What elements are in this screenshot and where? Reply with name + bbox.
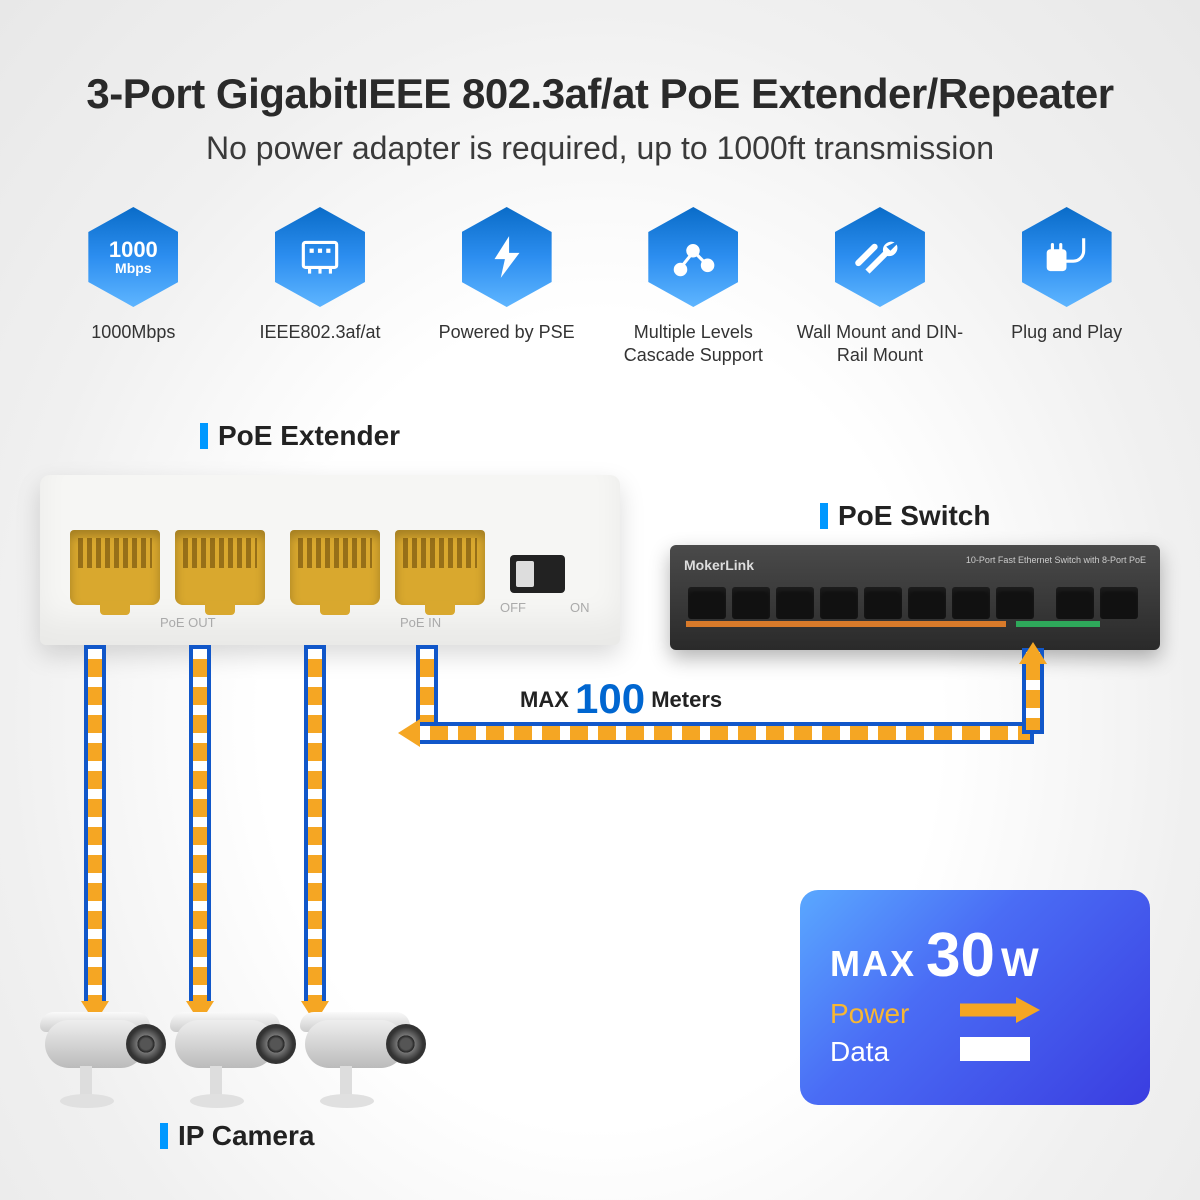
switch-desc: 10-Port Fast Ethernet Switch with 8-Port… bbox=[966, 555, 1146, 566]
poe-switch-device: MokerLink 10-Port Fast Ethernet Switch w… bbox=[670, 545, 1160, 650]
arrow-icon bbox=[398, 719, 420, 747]
switch-ports bbox=[688, 587, 1138, 619]
plug-icon bbox=[1022, 207, 1112, 307]
uplink-strip bbox=[1016, 621, 1100, 627]
rj45-port bbox=[395, 530, 485, 605]
feature-plug: Plug and Play bbox=[982, 207, 1152, 368]
feature-pse: Powered by PSE bbox=[422, 207, 592, 368]
feature-row: 1000Mbps 1000Mbps IEEE802.3af/at Powered… bbox=[0, 167, 1200, 368]
distance-label: MAX 100 Meters bbox=[520, 675, 722, 723]
tools-icon bbox=[835, 207, 925, 307]
cable-segment bbox=[304, 645, 326, 1005]
ethernet-icon bbox=[275, 207, 365, 307]
dip-switch bbox=[510, 555, 565, 593]
data-swatch-icon bbox=[960, 1037, 1030, 1061]
arrow-icon bbox=[1019, 642, 1047, 664]
extender-label: PoE Extender bbox=[200, 420, 400, 452]
rj45-port bbox=[290, 530, 380, 605]
legend-value: 30 bbox=[926, 920, 995, 991]
legend-max: MAX bbox=[830, 943, 916, 985]
power-arrow-icon bbox=[960, 997, 1040, 1023]
feature-mount: Wall Mount and DIN-Rail Mount bbox=[795, 207, 965, 368]
rj45-port bbox=[175, 530, 265, 605]
page-subtitle: No power adapter is required, up to 1000… bbox=[0, 130, 1200, 167]
bolt-icon bbox=[462, 207, 552, 307]
ip-camera bbox=[40, 1020, 160, 1120]
feature-label: Multiple Levels Cascade Support bbox=[608, 321, 778, 368]
poe-strip bbox=[686, 621, 1006, 627]
speed-icon: 1000Mbps bbox=[88, 207, 178, 307]
poe-out-label: PoE OUT bbox=[160, 615, 216, 630]
poe-extender-device: OFF ON PoE OUT PoE IN bbox=[40, 475, 620, 645]
switch-brand: MokerLink bbox=[684, 557, 754, 573]
diagram-stage: PoE Extender OFF ON PoE OUT PoE IN PoE S… bbox=[0, 420, 1200, 1200]
cable-segment bbox=[416, 722, 1034, 744]
feature-label: Plug and Play bbox=[1011, 321, 1122, 344]
feature-label: 1000Mbps bbox=[91, 321, 175, 344]
legend-power-label: Power bbox=[830, 998, 960, 1030]
ip-camera bbox=[170, 1020, 290, 1120]
cascade-icon bbox=[648, 207, 738, 307]
cable-segment bbox=[84, 645, 106, 1005]
rj45-port bbox=[70, 530, 160, 605]
poe-in-label: PoE IN bbox=[400, 615, 441, 630]
off-label: OFF bbox=[500, 600, 526, 615]
legend-data-label: Data bbox=[830, 1036, 960, 1068]
page-title: 3-Port GigabitIEEE 802.3af/at PoE Extend… bbox=[0, 70, 1200, 118]
legend-box: MAX30W Power Data bbox=[800, 890, 1150, 1105]
feature-cascade: Multiple Levels Cascade Support bbox=[608, 207, 778, 368]
feature-ieee: IEEE802.3af/at bbox=[235, 207, 405, 368]
switch-label: PoE Switch bbox=[820, 500, 990, 532]
feature-label: IEEE802.3af/at bbox=[259, 321, 380, 344]
ip-camera bbox=[300, 1020, 420, 1120]
on-label: ON bbox=[570, 600, 590, 615]
ipcamera-label: IP Camera bbox=[160, 1120, 314, 1152]
feature-label: Wall Mount and DIN-Rail Mount bbox=[795, 321, 965, 368]
feature-label: Powered by PSE bbox=[439, 321, 575, 344]
legend-unit: W bbox=[1001, 941, 1039, 986]
cable-segment bbox=[189, 645, 211, 1005]
feature-1000mbps: 1000Mbps 1000Mbps bbox=[48, 207, 218, 368]
